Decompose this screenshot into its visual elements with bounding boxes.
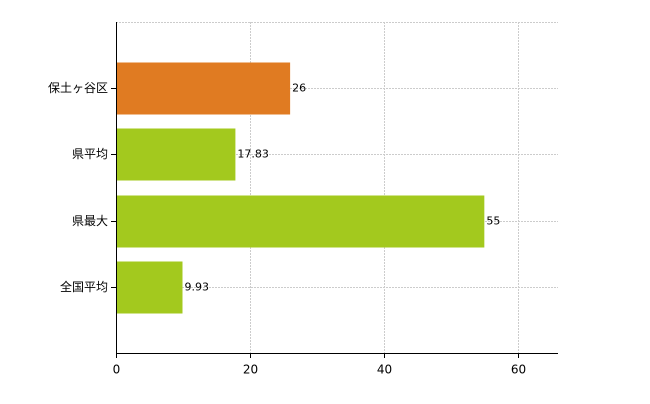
y-tick-label: 県最大 [72,214,108,228]
value-label: 26 [292,82,306,95]
x-tick-label: 20 [243,363,258,377]
x-tick-label: 40 [377,363,392,377]
bar [116,128,236,181]
x-tick-label: 60 [511,363,526,377]
y-tick-label: 全国平均 [60,279,108,294]
bar [116,261,183,314]
value-label: 17.83 [237,148,269,161]
value-label: 9.93 [185,281,210,294]
x-tick-label: 0 [113,363,121,377]
bar [116,195,485,248]
bar [116,62,291,115]
y-tick-label: 保土ヶ谷区 [48,81,108,95]
y-tick-label: 県平均 [72,147,108,161]
value-label: 55 [486,215,500,228]
